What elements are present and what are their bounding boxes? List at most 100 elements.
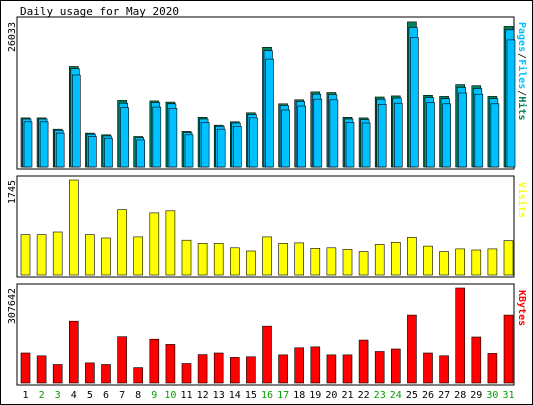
x-tick-day-17: 17 <box>277 390 289 401</box>
bar-visits-day-14 <box>230 247 240 276</box>
x-tick-day-21: 21 <box>341 390 353 401</box>
x-tick-day-5: 5 <box>87 390 93 401</box>
bar-pages-day-22 <box>361 122 371 168</box>
bar-kbytes-day-9 <box>149 338 160 384</box>
bar-pages-day-3 <box>55 132 65 168</box>
bar-pages-day-18 <box>297 105 307 168</box>
legend-label-hits: Hits <box>516 96 528 120</box>
x-tick-day-18: 18 <box>293 390 305 401</box>
bar-visits-day-9 <box>149 212 160 276</box>
bar-kbytes-day-22 <box>358 339 369 384</box>
legend-label-files: Files <box>516 59 528 89</box>
bar-visits-day-26 <box>423 245 433 276</box>
bar-pages-day-16 <box>265 58 274 168</box>
legend-separator: / <box>516 53 527 59</box>
bar-kbytes-day-4 <box>69 320 79 384</box>
bar-pages-day-10 <box>168 108 178 168</box>
x-tick-day-15: 15 <box>245 390 257 401</box>
x-tick-day-16: 16 <box>261 390 273 401</box>
bar-pages-day-4 <box>72 74 81 168</box>
x-tick-day-24: 24 <box>390 390 402 401</box>
legend-separator: / <box>516 90 527 96</box>
bar-kbytes-day-29 <box>471 336 482 384</box>
x-tick-day-30: 30 <box>486 390 498 401</box>
bar-pages-day-24 <box>393 102 403 168</box>
bar-kbytes-day-16 <box>262 325 272 384</box>
bar-visits-day-8 <box>133 236 143 276</box>
bar-visits-day-17 <box>278 243 288 276</box>
bar-visits-day-23 <box>374 244 385 276</box>
bar-kbytes-day-24 <box>390 348 401 384</box>
bar-pages-day-30 <box>490 103 500 168</box>
bar-visits-day-28 <box>455 248 466 276</box>
bar-visits-day-29 <box>471 249 482 276</box>
bars-kbytes <box>20 287 514 384</box>
legend-visits: Visits <box>516 182 528 218</box>
x-tick-day-22: 22 <box>358 390 370 401</box>
bar-pages-day-15 <box>249 117 258 168</box>
bar-pages-day-20 <box>329 99 339 168</box>
bar-kbytes-day-3 <box>52 364 63 384</box>
bar-pages-day-21 <box>345 122 355 168</box>
bar-kbytes-day-31 <box>503 314 514 384</box>
bar-visits-day-25 <box>407 237 417 276</box>
bar-kbytes-day-28 <box>455 287 466 384</box>
bar-pages-day-7 <box>120 107 129 168</box>
legend-label-visits: Visits <box>516 182 528 218</box>
bar-pages-day-1 <box>23 121 33 168</box>
bar-pages-day-19 <box>313 98 323 168</box>
bar-kbytes-day-7 <box>117 336 127 384</box>
y-axis-max-kbytes: 307642 <box>7 288 18 324</box>
x-tick-day-14: 14 <box>229 390 241 401</box>
x-tick-day-28: 28 <box>454 390 466 401</box>
bar-visits-day-30 <box>487 248 498 276</box>
x-tick-day-4: 4 <box>71 390 77 401</box>
bar-kbytes-day-15 <box>246 356 256 384</box>
bar-pages-day-25 <box>410 37 419 168</box>
x-tick-day-12: 12 <box>197 390 209 401</box>
bar-pages-day-9 <box>152 106 162 168</box>
chart-title-group: Daily usage for May 2020 <box>20 5 179 18</box>
x-tick-day-20: 20 <box>325 390 337 401</box>
bar-visits-day-4 <box>69 179 79 276</box>
bar-kbytes-day-23 <box>374 351 385 384</box>
bar-kbytes-day-12 <box>197 354 208 384</box>
bar-kbytes-day-11 <box>181 363 192 384</box>
bar-visits-day-10 <box>165 210 176 276</box>
bar-visits-day-21 <box>342 249 353 276</box>
bar-kbytes-day-19 <box>310 346 321 384</box>
x-axis-day-labels: 1 2 3 4 5 6 7 8 9 10 11 12 13 14 15 16 17 18 19 20 21 22 23 24 2… <box>22 390 514 401</box>
legend-label-pages: Pages <box>516 22 527 52</box>
bar-visits-day-24 <box>390 242 401 276</box>
x-tick-day-19: 19 <box>309 390 321 401</box>
bar-pages-day-6 <box>104 137 113 168</box>
x-tick-day-11: 11 <box>180 390 192 401</box>
bar-visits-day-31 <box>503 240 514 276</box>
bar-pages-day-2 <box>39 121 49 168</box>
bar-visits-day-13 <box>213 243 224 276</box>
x-tick-day-27: 27 <box>438 390 450 401</box>
bar-visits-day-22 <box>358 251 369 276</box>
legend-label-kbytes: KBytes <box>516 290 527 326</box>
bar-pages-day-29 <box>474 93 484 168</box>
bar-kbytes-day-14 <box>230 357 240 384</box>
bar-visits-day-2 <box>36 234 47 276</box>
bar-kbytes-day-10 <box>165 344 176 384</box>
bar-kbytes-day-21 <box>342 354 353 384</box>
bar-visits-day-16 <box>262 236 272 276</box>
x-tick-day-10: 10 <box>164 390 176 401</box>
x-tick-day-7: 7 <box>119 390 125 401</box>
y-axis-max-visits: 1745 <box>7 180 18 204</box>
bar-pages-day-5 <box>88 136 97 168</box>
bar-pages-day-27 <box>442 103 451 168</box>
bar-kbytes-day-13 <box>213 352 224 384</box>
bar-visits-day-11 <box>181 239 192 276</box>
bar-pages-day-26 <box>426 102 435 168</box>
bar-pages-day-11 <box>184 134 194 168</box>
bar-kbytes-day-8 <box>133 367 143 384</box>
legend-hits: Pages/Files/Hits <box>516 22 528 120</box>
chart-title: Daily usage for May 2020 <box>20 5 179 18</box>
bar-visits-day-15 <box>246 250 256 276</box>
bar-kbytes-day-26 <box>423 352 433 384</box>
